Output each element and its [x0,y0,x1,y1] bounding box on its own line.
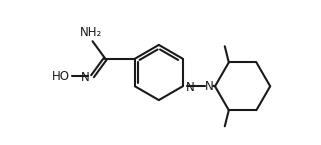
Text: N: N [81,71,90,84]
Text: HO: HO [52,70,70,83]
Text: N: N [186,81,194,95]
Text: N: N [204,80,213,93]
Text: NH₂: NH₂ [80,26,102,39]
